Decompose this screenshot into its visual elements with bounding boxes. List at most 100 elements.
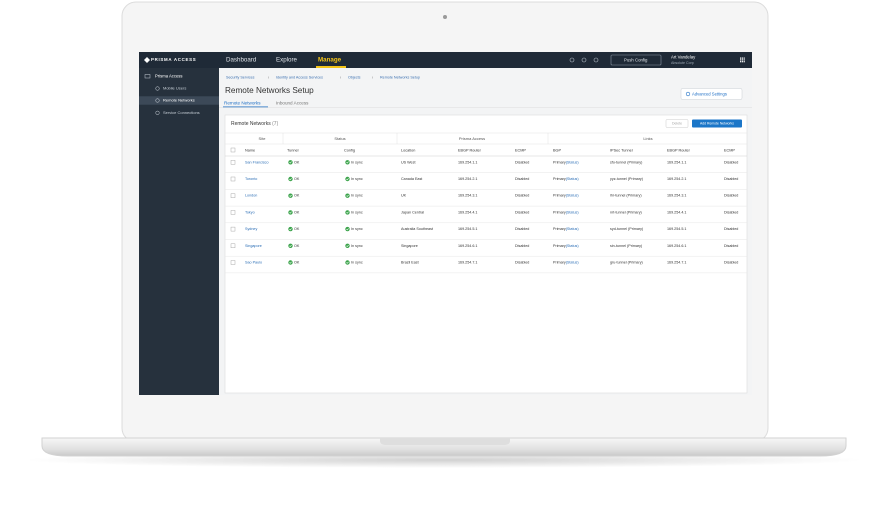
table-cell: 169.254.3.1: [667, 194, 686, 198]
status-ok-check: [289, 228, 292, 231]
table-cell: Disabled: [724, 177, 738, 181]
sidebar-section: Prisma Access: [155, 73, 182, 78]
base-notch: [380, 438, 510, 445]
advanced-settings-button[interactable]: [680, 88, 743, 100]
nav-icon[interactable]: [593, 57, 599, 63]
table-cell: 169.254.5.1: [458, 227, 477, 231]
push-config-button[interactable]: [610, 54, 662, 66]
table-cell: Japan Central: [401, 210, 424, 214]
bgp-status-link[interactable]: (Status): [566, 160, 579, 164]
checkbox[interactable]: [230, 147, 236, 153]
bgp-cell: Primary(Status): [553, 227, 579, 231]
site-name-link[interactable]: Toronto: [245, 177, 257, 181]
table-cell: Disabled: [724, 227, 738, 231]
bgp-status-link[interactable]: (Status): [566, 194, 579, 198]
nav-item[interactable]: Manage: [318, 57, 342, 64]
user-name: Art Vandelay: [671, 55, 696, 60]
table-cell: In sync: [351, 194, 363, 198]
bgp-role: Primary: [553, 227, 566, 231]
advanced-settings-label[interactable]: Advanced Settings: [692, 91, 727, 96]
nav-item[interactable]: Explore: [276, 57, 298, 64]
table-cell: Disabled: [724, 244, 738, 248]
table-cell: lhr-tunnel (Primary): [610, 194, 642, 198]
table-cell: 169.254.3.1: [458, 194, 477, 198]
table-cell: Disabled: [515, 194, 529, 198]
gear-icon: [685, 91, 691, 97]
checkbox[interactable]: [230, 193, 236, 198]
table-cell: US West: [401, 160, 415, 164]
bgp-status-link[interactable]: (Status): [566, 244, 579, 248]
site-name-link[interactable]: Tokyo: [245, 210, 255, 214]
checkbox[interactable]: [230, 260, 236, 265]
status-ok-check: [289, 244, 292, 248]
sidebar-item[interactable]: Mobile Users: [163, 86, 186, 91]
apps-icon-dot: [743, 57, 745, 59]
tab[interactable]: Inbound Access: [276, 101, 309, 106]
add-button[interactable]: [692, 119, 742, 128]
table-cell: nrt-tunnel (Primary): [610, 210, 642, 214]
nav-item[interactable]: Dashboard: [226, 57, 257, 64]
site-name-link[interactable]: Singapore: [245, 244, 262, 248]
group-header: Prisma Access: [459, 136, 485, 141]
bgp-status-link[interactable]: (Status): [566, 177, 579, 181]
delete-label[interactable]: Delete: [672, 122, 682, 126]
delete-button[interactable]: [665, 119, 689, 128]
status-ok-check: [289, 261, 292, 264]
table-cell: OK: [294, 210, 300, 214]
table-cell: Disabled: [515, 160, 529, 164]
column-header: EBGP Router: [458, 148, 482, 152]
nav-active-underline: [316, 66, 346, 68]
apps-icon-dot: [740, 57, 742, 59]
table-cell: OK: [294, 160, 300, 164]
table-title-text: Remote Networks: [231, 121, 271, 127]
status-ok-check: [346, 228, 349, 231]
checkbox[interactable]: [230, 176, 236, 182]
status-ok-icon: [345, 260, 350, 265]
breadcrumb-item[interactable]: Objects: [348, 75, 361, 79]
table-cell: OK: [294, 227, 300, 231]
status-ok-check: [289, 211, 292, 214]
checkbox[interactable]: [230, 243, 236, 249]
checkbox[interactable]: [230, 226, 236, 232]
status-ok-check: [346, 261, 349, 264]
status-ok-icon: [345, 226, 350, 232]
table-cell: Canada East: [401, 177, 422, 181]
status-ok-icon: [345, 176, 350, 182]
tab[interactable]: Remote Networks: [224, 101, 261, 106]
apps-icon-dot: [741, 57, 743, 59]
add-label[interactable]: Add Remote Networks: [700, 122, 734, 126]
status-ok-check: [289, 194, 292, 197]
sidebar-icon: [155, 98, 160, 103]
site-name-link[interactable]: San Francisco: [245, 160, 269, 164]
table-count: (7): [272, 121, 278, 127]
sidebar-item[interactable]: Remote Networks: [163, 98, 195, 103]
logo-icon: [144, 57, 150, 63]
table-cell: Disabled: [724, 210, 738, 214]
table-cell: In sync: [351, 227, 363, 231]
nav-icon[interactable]: [581, 57, 587, 63]
checkbox[interactable]: [230, 160, 236, 165]
nav-icon[interactable]: [569, 57, 575, 63]
checkbox[interactable]: [230, 210, 236, 215]
site-name-link[interactable]: Sao Paulo: [245, 260, 262, 264]
laptop-base: [41, 437, 847, 457]
table-cell: In sync: [351, 160, 363, 164]
app-ui: PRISMA ACCESS Dashboard Explore Manage Push …: [139, 52, 752, 395]
table-cell: Brazil East: [401, 260, 419, 264]
bgp-status-link[interactable]: (Status): [566, 210, 579, 214]
table-cell: In sync: [351, 177, 363, 181]
folder-icon: [144, 74, 151, 79]
site-name-link[interactable]: London: [245, 194, 257, 198]
top-nav: [139, 52, 752, 68]
bgp-status-link[interactable]: (Status): [566, 227, 579, 231]
bgp-status-link[interactable]: (Status): [566, 260, 579, 264]
sidebar-item[interactable]: Service Connections: [163, 110, 200, 115]
table-cell: 169.254.5.1: [667, 227, 686, 231]
site-name-link[interactable]: Sydney: [245, 227, 257, 231]
logo: PRISMA ACCESS: [151, 57, 196, 62]
status-ok-icon: [288, 176, 293, 182]
breadcrumb-item[interactable]: Security Services: [226, 75, 255, 79]
breadcrumb-item[interactable]: Identity and Access Services: [276, 75, 323, 79]
push-config-label[interactable]: Push Config: [624, 57, 648, 62]
